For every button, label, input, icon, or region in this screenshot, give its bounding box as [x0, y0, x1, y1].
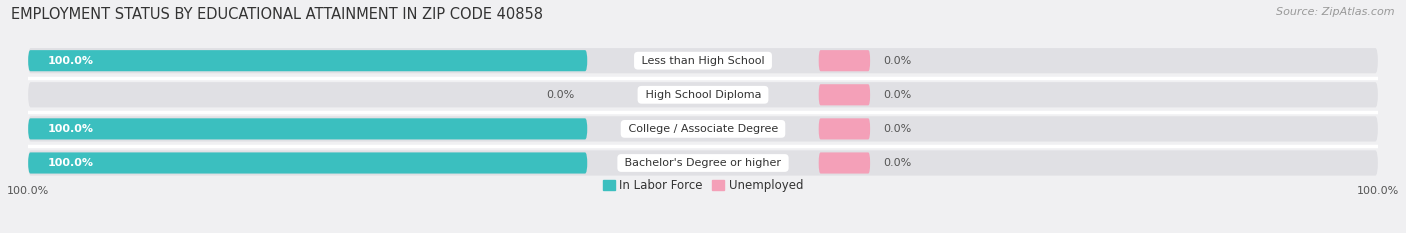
FancyBboxPatch shape — [28, 82, 1378, 107]
FancyBboxPatch shape — [818, 118, 870, 140]
Text: Bachelor's Degree or higher: Bachelor's Degree or higher — [621, 158, 785, 168]
Text: 100.0%: 100.0% — [48, 158, 93, 168]
Text: 100.0%: 100.0% — [48, 56, 93, 66]
Text: Less than High School: Less than High School — [638, 56, 768, 66]
Text: Source: ZipAtlas.com: Source: ZipAtlas.com — [1277, 7, 1395, 17]
FancyBboxPatch shape — [818, 50, 870, 71]
FancyBboxPatch shape — [28, 150, 1378, 176]
Text: 100.0%: 100.0% — [48, 124, 93, 134]
Text: 0.0%: 0.0% — [546, 90, 575, 100]
Legend: In Labor Force, Unemployed: In Labor Force, Unemployed — [598, 174, 808, 197]
FancyBboxPatch shape — [818, 152, 870, 174]
Text: High School Diploma: High School Diploma — [641, 90, 765, 100]
FancyBboxPatch shape — [28, 152, 588, 174]
FancyBboxPatch shape — [28, 118, 588, 140]
Text: 0.0%: 0.0% — [883, 90, 911, 100]
FancyBboxPatch shape — [28, 116, 1378, 141]
Text: 0.0%: 0.0% — [883, 124, 911, 134]
FancyBboxPatch shape — [28, 48, 1378, 73]
Text: 0.0%: 0.0% — [883, 158, 911, 168]
FancyBboxPatch shape — [28, 50, 588, 71]
Text: College / Associate Degree: College / Associate Degree — [624, 124, 782, 134]
Text: 0.0%: 0.0% — [883, 56, 911, 66]
FancyBboxPatch shape — [818, 84, 870, 105]
Text: EMPLOYMENT STATUS BY EDUCATIONAL ATTAINMENT IN ZIP CODE 40858: EMPLOYMENT STATUS BY EDUCATIONAL ATTAINM… — [11, 7, 543, 22]
